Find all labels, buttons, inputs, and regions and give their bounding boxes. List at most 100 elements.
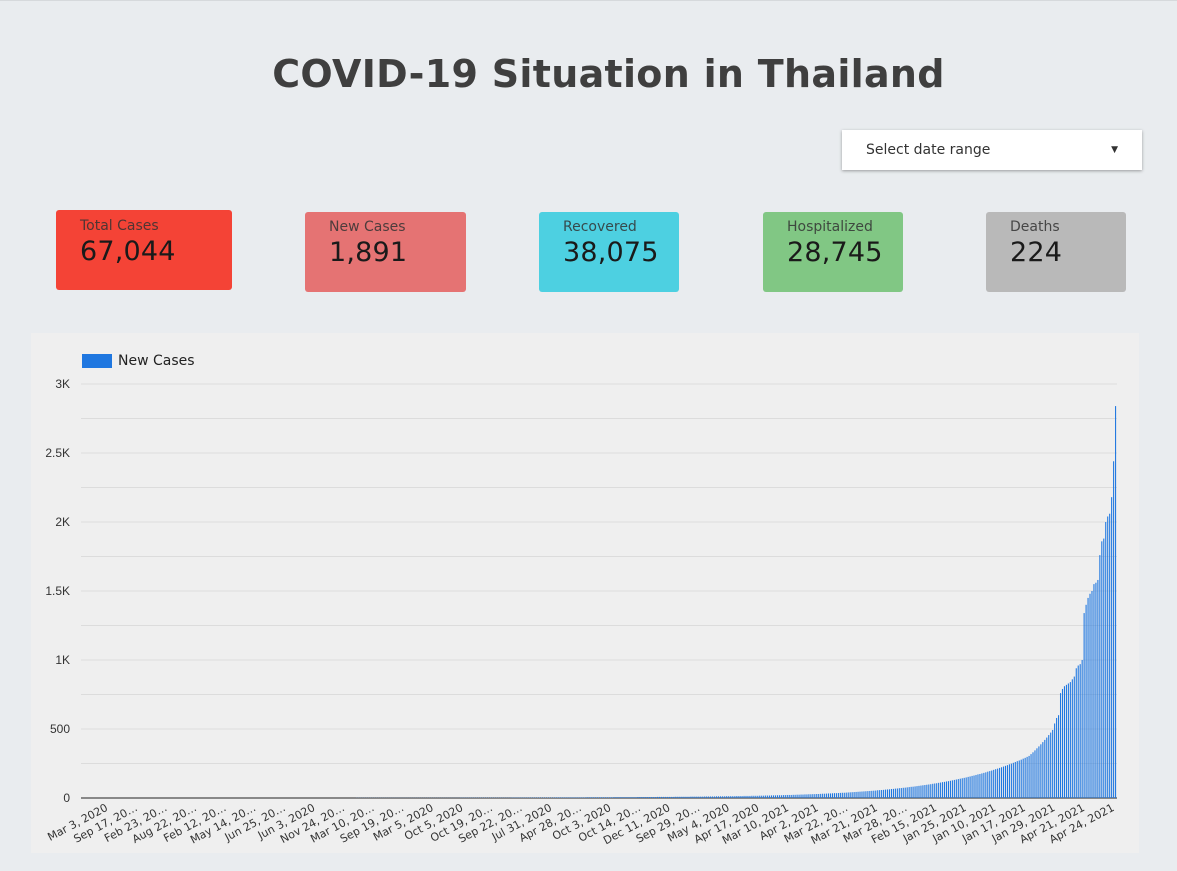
bar[interactable]	[1071, 679, 1073, 798]
bar[interactable]	[849, 792, 851, 798]
bar[interactable]	[682, 796, 684, 798]
bar[interactable]	[1036, 748, 1038, 798]
bar[interactable]	[576, 797, 578, 798]
bar[interactable]	[688, 796, 690, 798]
bar[interactable]	[1061, 688, 1064, 798]
bar[interactable]	[1034, 750, 1036, 798]
bar[interactable]	[867, 791, 869, 798]
bar[interactable]	[596, 797, 598, 798]
bar[interactable]	[564, 797, 566, 798]
bar[interactable]	[641, 797, 643, 798]
bar[interactable]	[904, 787, 906, 798]
bar[interactable]	[812, 794, 814, 798]
bar[interactable]	[888, 789, 891, 798]
bar[interactable]	[953, 779, 955, 798]
bar[interactable]	[831, 793, 834, 798]
bar[interactable]	[963, 777, 965, 798]
bar[interactable]	[1026, 756, 1028, 798]
bar[interactable]	[617, 797, 619, 798]
bar[interactable]	[759, 795, 761, 798]
bar[interactable]	[1012, 762, 1014, 798]
bar[interactable]	[987, 771, 989, 798]
bar[interactable]	[666, 796, 668, 798]
bar[interactable]	[814, 794, 816, 798]
bar[interactable]	[1058, 715, 1060, 798]
bar[interactable]	[690, 796, 692, 798]
bar[interactable]	[590, 797, 592, 798]
bar[interactable]	[712, 796, 714, 798]
bar[interactable]	[879, 790, 881, 798]
bar[interactable]	[598, 797, 600, 798]
bar[interactable]	[1111, 497, 1113, 798]
bar[interactable]	[861, 791, 863, 798]
bar[interactable]	[594, 797, 596, 798]
bar[interactable]	[633, 797, 635, 798]
bar[interactable]	[743, 795, 745, 798]
bar[interactable]	[843, 792, 845, 798]
bar[interactable]	[863, 791, 865, 798]
bar[interactable]	[1063, 686, 1065, 798]
bar[interactable]	[1077, 665, 1079, 798]
bar[interactable]	[890, 789, 893, 798]
bar[interactable]	[930, 784, 932, 798]
bar[interactable]	[945, 781, 948, 798]
bar[interactable]	[999, 767, 1001, 798]
date-range-selector[interactable]: Select date range ▼	[842, 130, 1142, 170]
bar[interactable]	[694, 796, 696, 798]
bar[interactable]	[997, 768, 999, 798]
bar[interactable]	[951, 780, 953, 798]
bar[interactable]	[696, 796, 698, 798]
bar[interactable]	[1008, 764, 1010, 798]
bar[interactable]	[615, 797, 617, 798]
bar[interactable]	[582, 797, 584, 798]
bar[interactable]	[1095, 582, 1097, 798]
bar[interactable]	[1050, 732, 1052, 798]
bar[interactable]	[936, 783, 938, 798]
bar[interactable]	[989, 771, 991, 798]
bar[interactable]	[714, 796, 716, 798]
bar[interactable]	[944, 781, 946, 798]
bar[interactable]	[1010, 763, 1012, 798]
bar[interactable]	[995, 769, 997, 798]
bar[interactable]	[747, 795, 749, 798]
bar[interactable]	[900, 788, 902, 798]
bar[interactable]	[731, 796, 733, 798]
bar[interactable]	[857, 791, 859, 798]
bar[interactable]	[784, 795, 786, 798]
bar[interactable]	[1109, 513, 1111, 798]
bar[interactable]	[977, 774, 979, 798]
bar[interactable]	[580, 797, 582, 798]
bar[interactable]	[782, 795, 784, 798]
chart-legend[interactable]: New Cases	[82, 353, 195, 369]
bar[interactable]	[660, 796, 662, 798]
bar[interactable]	[639, 797, 641, 798]
bar[interactable]	[601, 797, 604, 798]
bar[interactable]	[635, 797, 637, 798]
bar[interactable]	[892, 788, 894, 798]
bar[interactable]	[869, 790, 871, 798]
bar[interactable]	[605, 797, 607, 798]
bar[interactable]	[721, 796, 723, 798]
bar[interactable]	[965, 777, 967, 798]
bar[interactable]	[765, 795, 767, 798]
bar[interactable]	[873, 790, 875, 798]
bar[interactable]	[603, 797, 605, 798]
bar[interactable]	[1042, 742, 1044, 798]
bar[interactable]	[910, 786, 912, 798]
bar[interactable]	[928, 784, 930, 798]
bar[interactable]	[733, 796, 735, 798]
bar[interactable]	[609, 797, 611, 798]
bar[interactable]	[1040, 744, 1042, 798]
bar[interactable]	[818, 794, 820, 798]
bar[interactable]	[822, 793, 824, 798]
bar[interactable]	[1054, 723, 1056, 798]
bar[interactable]	[786, 794, 788, 798]
bar[interactable]	[883, 789, 885, 798]
bar[interactable]	[637, 797, 639, 798]
bar[interactable]	[975, 774, 977, 798]
bar[interactable]	[833, 793, 835, 798]
bar[interactable]	[924, 785, 926, 798]
bar[interactable]	[979, 773, 981, 798]
bar[interactable]	[1016, 761, 1018, 798]
bar[interactable]	[841, 792, 843, 798]
